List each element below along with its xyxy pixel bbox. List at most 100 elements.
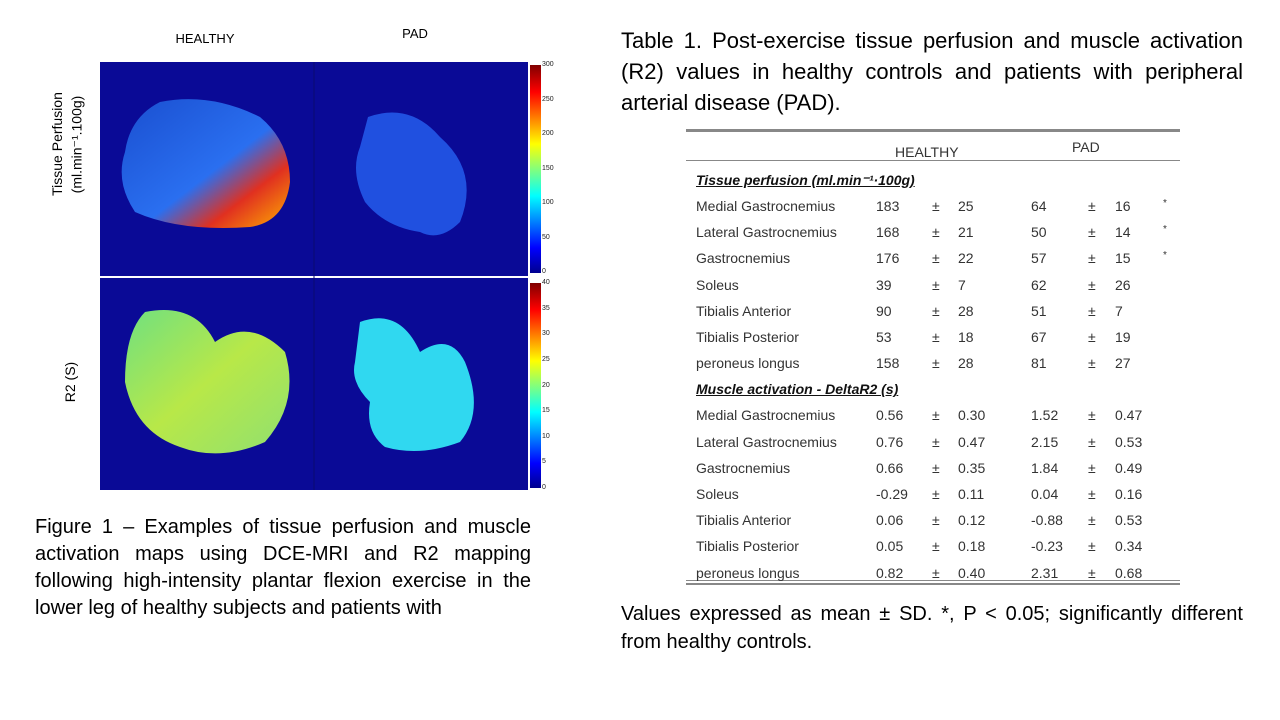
- pad-sd: 0.16: [1115, 486, 1143, 502]
- pad-mean: 51: [1031, 302, 1047, 319]
- table-rule: [686, 160, 1180, 161]
- healthy-sd: 0.40: [958, 564, 986, 581]
- healthy-sd: 0.47: [958, 433, 986, 450]
- plus-minus: ±: [1088, 198, 1096, 214]
- healthy-mean: 0.06: [876, 512, 904, 529]
- plus-minus: ±: [1088, 459, 1096, 476]
- pad-perfusion-map: [356, 112, 467, 236]
- plus-minus: ±: [1088, 564, 1096, 581]
- pad-mean: 0.04: [1031, 486, 1059, 502]
- pad-sd: 0.47: [1115, 407, 1143, 424]
- pad-mean: 2.15: [1031, 433, 1059, 450]
- pad-mean: 67: [1031, 329, 1047, 345]
- healthy-mean: 168: [876, 224, 900, 241]
- table-rule: [686, 129, 1180, 132]
- row-name: Gastrocnemius: [696, 459, 791, 476]
- pad-mean: -0.88: [1031, 512, 1063, 529]
- plus-minus: ±: [932, 250, 940, 267]
- pad-mean: 81: [1031, 355, 1047, 372]
- healthy-mean: 0.82: [876, 564, 904, 581]
- healthy-mean: 39: [876, 276, 892, 293]
- footnote: Values expressed as mean ± SD. *, P < 0.…: [621, 603, 1243, 653]
- table-rule: [686, 580, 1180, 581]
- figure-maps: [100, 62, 541, 490]
- colorbar-tick: 10: [542, 432, 550, 440]
- healthy-mean: 0.66: [876, 459, 904, 476]
- row-name: Soleus: [696, 486, 739, 502]
- plus-minus: ±: [1088, 250, 1096, 267]
- plus-minus: ±: [932, 276, 940, 293]
- plus-minus: ±: [1088, 538, 1096, 555]
- row-name: Medial Gastrocnemius: [696, 198, 836, 214]
- healthy-mean: 158: [876, 355, 900, 372]
- pad-sd: 16: [1115, 198, 1131, 214]
- plus-minus: ±: [932, 433, 940, 450]
- row-name: Lateral Gastrocnemius: [696, 433, 837, 450]
- pad-sd: 0.53: [1115, 433, 1143, 450]
- plus-minus: ±: [1088, 224, 1096, 241]
- plus-minus: ±: [1088, 329, 1096, 345]
- healthy-sd: 0.35: [958, 459, 986, 476]
- pad-sd: 0.53: [1115, 512, 1143, 529]
- column-label: PAD: [402, 26, 428, 41]
- pad-mean: 2.31: [1031, 564, 1059, 581]
- significance: *: [1163, 198, 1167, 209]
- colorbar-tick: 250: [542, 95, 554, 103]
- healthy-mean: 0.56: [876, 407, 904, 424]
- pad-sd: 27: [1115, 355, 1131, 372]
- pad-mean: 64: [1031, 198, 1047, 214]
- plus-minus: ±: [932, 302, 940, 319]
- row-name: peroneus longus: [696, 355, 800, 372]
- pad-sd: 0.68: [1115, 564, 1143, 581]
- plus-minus: ±: [1088, 302, 1096, 319]
- pad-mean: 50: [1031, 224, 1047, 241]
- table-rule: [686, 583, 1180, 585]
- colorbar: [530, 283, 541, 488]
- healthy-sd: 18: [958, 329, 974, 345]
- section-heading: Tissue perfusion (ml.min⁻¹·100g): [696, 172, 915, 188]
- plus-minus: ±: [932, 198, 940, 214]
- plus-minus: ±: [1088, 486, 1096, 502]
- pad-sd: 26: [1115, 276, 1131, 293]
- plus-minus: ±: [1088, 276, 1096, 293]
- healthy-sd: 0.12: [958, 512, 986, 529]
- colorbar-tick: 40: [542, 279, 550, 286]
- colorbar-tick: 25: [542, 355, 550, 363]
- plus-minus: ±: [932, 407, 940, 424]
- pad-mean: 1.52: [1031, 407, 1059, 424]
- colorbar-tick: 200: [542, 130, 554, 137]
- row-name: Tibialis Anterior: [696, 302, 792, 319]
- healthy-mean: 0.05: [876, 538, 904, 555]
- caption: Figure 1 – Examples of tissue perfusion …: [35, 516, 531, 619]
- section-heading: Muscle activation - DeltaR2 (s): [696, 381, 899, 398]
- healthy-mean: 0.76: [876, 433, 904, 450]
- pad-sd: 0.49: [1115, 459, 1143, 476]
- pad-mean: 57: [1031, 250, 1047, 267]
- pad-mean: 1.84: [1031, 459, 1059, 476]
- colorbar-tick: 15: [542, 407, 550, 415]
- row-label: (ml.min⁻¹.100g): [68, 95, 85, 194]
- plus-minus: ±: [1088, 407, 1096, 424]
- row-name: Gastrocnemius: [696, 250, 791, 267]
- plus-minus: ±: [932, 538, 940, 555]
- row-label: Tissue Perfusion: [49, 92, 65, 196]
- colorbar-tick: 30: [542, 330, 550, 338]
- plus-minus: ±: [932, 355, 940, 372]
- pad-sd: 7: [1115, 302, 1123, 319]
- row-name: Tibialis Anterior: [696, 512, 792, 529]
- colorbar-tick: 35: [542, 304, 550, 312]
- pad-r2-map: [354, 318, 474, 451]
- plus-minus: ±: [932, 486, 940, 502]
- healthy-mean: -0.29: [876, 486, 908, 502]
- row-name: peroneus longus: [696, 564, 800, 581]
- colorbar-tick: 0: [542, 268, 546, 275]
- table-header: PAD: [1072, 139, 1100, 155]
- pad-mean: -0.23: [1031, 538, 1063, 555]
- colorbar-tick: 100: [542, 199, 554, 206]
- healthy-sd: 0.11: [958, 486, 985, 502]
- colorbar-tick: 5: [542, 458, 546, 466]
- pad-sd: 0.34: [1115, 538, 1143, 555]
- healthy-mean: 183: [876, 198, 900, 214]
- healthy-r2-map: [125, 310, 290, 454]
